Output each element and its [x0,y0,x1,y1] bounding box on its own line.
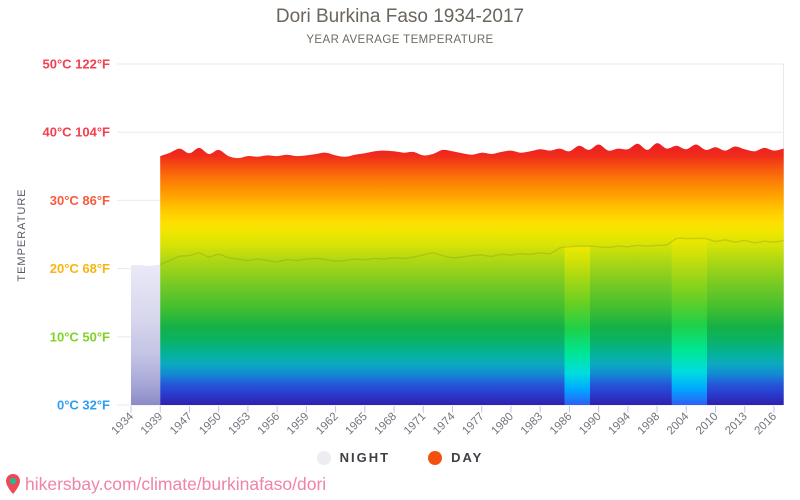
y-axis-title: TEMPERATURE [16,188,28,282]
y-tick-label: 50°C 122°F [43,57,111,72]
night-top-edge [159,237,784,266]
x-tick-label: 1956 [256,411,283,438]
legend-item-night[interactable]: NIGHT [316,450,391,465]
night-only-column [671,238,707,405]
x-tick-label: 1950 [197,411,224,438]
x-tick-label: 1959 [285,411,312,438]
night-only-column [564,246,590,405]
legend-label-day: DAY [451,450,484,465]
x-tick-label: 1974 [431,410,458,437]
legend-item-day[interactable]: DAY [428,450,483,465]
x-tick-label: 2004 [665,410,692,437]
y-tick-label: 20°C 68°F [50,261,110,276]
y-tick-label: 40°C 104°F [43,125,111,140]
day-swatch-icon [428,450,443,465]
x-tick-label: 1994 [606,410,633,437]
x-tick-label: 2013 [723,411,750,438]
x-tick-label: 1953 [226,411,253,438]
x-tick-label: 2010 [694,411,721,438]
night-area-start [131,264,161,405]
chart-legend: NIGHT DAY [0,450,800,465]
chart-subtitle: YEAR AVERAGE TEMPERATURE [306,34,494,46]
y-tick-label: 10°C 50°F [50,329,110,344]
x-tick-label: 2016 [753,411,780,438]
y-tick-label: 0°C 32°F [57,398,110,413]
x-tick-label: 1983 [519,411,546,438]
x-tick-label: 1965 [343,411,370,438]
day-area [160,143,784,405]
footer-url: hikersbay.com/climate/burkinafaso/dori [25,473,327,494]
y-tick-label: 30°C 86°F [50,193,110,208]
x-tick-label: 1990 [577,411,604,438]
x-tick-label: 1980 [489,411,516,438]
x-tick-label: 1947 [168,411,195,438]
x-tick-label: 1971 [402,411,429,438]
night-swatch-icon [316,450,331,465]
x-tick-label: 1962 [314,411,341,438]
x-tick-label: 1998 [636,411,663,438]
location-pin-icon [6,474,20,494]
legend-label-night: NIGHT [339,450,391,465]
chart-title: Dori Burkina Faso 1934-2017 [275,6,525,27]
x-tick-label: 1977 [460,411,487,438]
x-tick-label: 1986 [548,411,575,438]
x-tick-label: 1939 [139,411,166,438]
x-tick-label: 1968 [373,411,400,438]
footer-site-link[interactable]: hikersbay.com/climate/burkinafaso/dori [5,473,326,495]
x-tick-label: 1934 [110,410,137,437]
